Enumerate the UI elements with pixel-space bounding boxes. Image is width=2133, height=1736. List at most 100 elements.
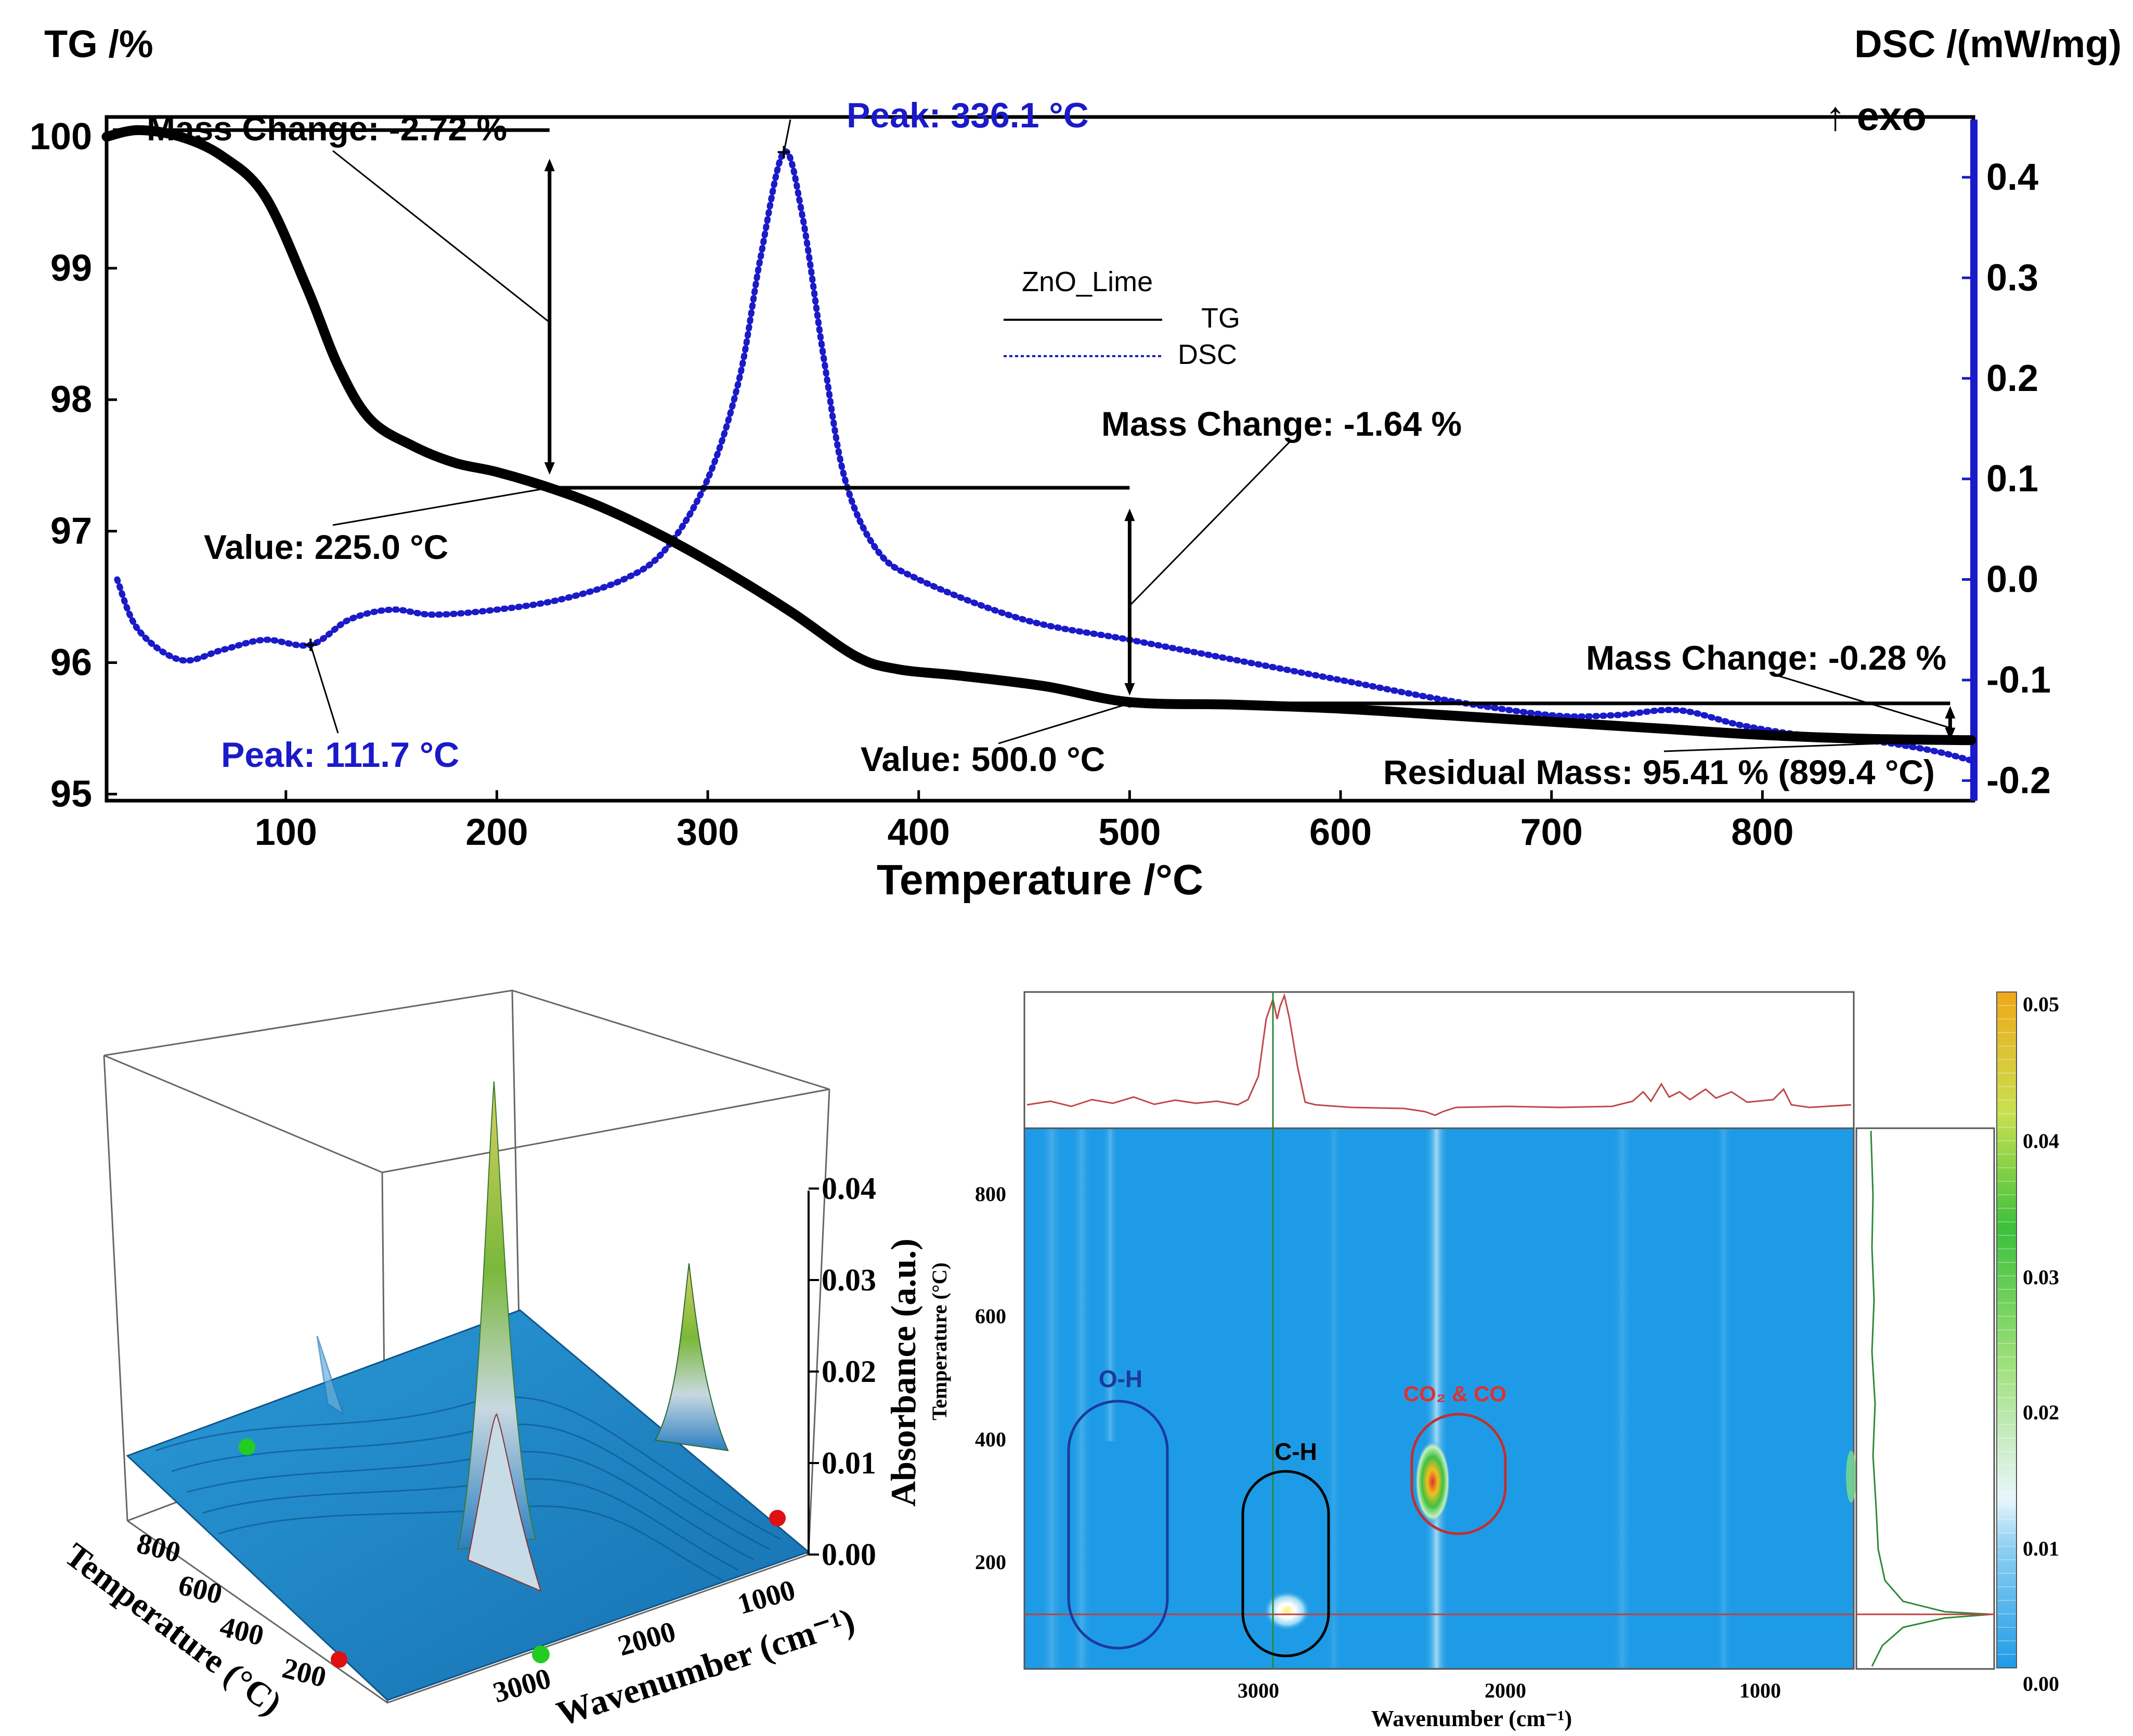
value-500-leader: [998, 702, 1130, 745]
residual-leader: [1663, 739, 1971, 752]
axis-marker-red-1: [769, 1510, 786, 1526]
mass-change-1-leader: [332, 150, 550, 323]
dsc-tick-label: -0.1: [1986, 659, 2051, 701]
colorbar-gridlines: [1998, 1005, 2015, 1655]
temp-tick-800: 800: [134, 1527, 184, 1569]
oh-region-label: O-H: [1099, 1365, 1142, 1392]
colorbar-ticks: 0.05 0.04 0.03 0.02 0.01 0.00: [2023, 993, 2059, 1695]
plot-frame: [105, 115, 1975, 803]
step1-arrow-head-top: [544, 159, 555, 172]
wn-tick-1000: 1000: [734, 1574, 799, 1621]
hm-x-axis-title: Wavenumber (cm⁻¹): [1371, 1706, 1572, 1731]
axis-marker-red-2: [331, 1651, 347, 1668]
axis-marker-green-2: [532, 1646, 550, 1663]
mass-change-2-leader: [1129, 441, 1291, 607]
value-225-label: Value: 225.0 °C: [204, 528, 448, 566]
tg-curve: [101, 125, 1976, 746]
cbar-tick-002: 0.02: [2023, 1401, 2059, 1424]
profile-panel: [1855, 1127, 1995, 1670]
legend-dsc-label: DSC: [1178, 339, 1237, 370]
peak-111-label: Peak: 111.7 °C: [221, 735, 459, 775]
value-500-label: Value: 500.0 °C: [861, 740, 1105, 778]
value-225-leader: [332, 487, 550, 526]
wn-tick-3000: 3000: [489, 1662, 554, 1709]
oh-region-ring: [1067, 1400, 1169, 1650]
surface-peak-co2: [654, 1263, 729, 1452]
step2-arrow-head-top: [1124, 508, 1135, 521]
tg-tick-label: 99: [50, 247, 92, 289]
temperature-tick-label: 800: [1731, 812, 1793, 853]
temp-tick-200: 200: [279, 1652, 330, 1693]
dsc-axis-title: DSC /(mW/mg): [1854, 22, 2122, 66]
hm-xtick-2000: 2000: [1485, 1679, 1526, 1702]
mass-change-3-label: Mass Change: -0.28 %: [1586, 638, 1946, 677]
ch-region-label: C-H: [1274, 1438, 1317, 1465]
x-axis-title: Temperature /°C: [877, 856, 1203, 904]
cbar-tick-001: 0.01: [2023, 1537, 2059, 1560]
tg-tick-label: 98: [50, 379, 92, 421]
dsc-curve: [114, 148, 1974, 764]
legend-tg-label: TG: [1201, 303, 1240, 334]
ch-region-ring: [1241, 1470, 1330, 1657]
z-tick-label: 0.04: [822, 1171, 876, 1206]
step3-arrow-head-bottom: [1945, 727, 1956, 740]
temperature-tick-label: 500: [1098, 812, 1161, 853]
spectrum-trace: [1026, 993, 1852, 1116]
temperature-tick-label: 600: [1309, 812, 1372, 853]
dsc-tick-label: 0.3: [1986, 257, 2038, 298]
peak-111-leader: [309, 644, 339, 734]
tg-tick-label: 96: [50, 642, 92, 683]
peak-336-label: Peak: 336.1 °C: [847, 96, 1089, 135]
peak-336-leader: [783, 119, 791, 152]
z-axis: 0.04 0.03 0.02 0.01 0.00 Absorbance (a.u.): [808, 1171, 923, 1572]
mass-change-3-leader: [1778, 675, 1950, 729]
step1-arrow-head-bottom: [544, 462, 555, 475]
dsc-axis-line: [1970, 120, 1978, 801]
temperature-tick-label: 100: [255, 812, 317, 853]
hotspot-ch: [1264, 1591, 1310, 1630]
cbar-tick-003: 0.03: [2023, 1265, 2059, 1289]
temp-tick-600: 600: [175, 1569, 226, 1610]
cbar-tick-004: 0.04: [2023, 1129, 2059, 1153]
z-tick-label: 0.01: [822, 1446, 876, 1480]
mass-change-2-label: Mass Change: -1.64 %: [1101, 404, 1462, 443]
temperature-tick-label: 200: [465, 812, 528, 853]
hm-ytick-600: 600: [975, 1304, 1006, 1328]
tg-tick-label: 100: [30, 116, 92, 158]
profile-trace: [1870, 1130, 1992, 1667]
co2-region-label: CO₂ & CO: [1403, 1381, 1506, 1406]
dsc-tick-label: -0.2: [1986, 760, 2051, 801]
heatmap-stripes: [1040, 1129, 1732, 1668]
spectrum-panel: [1023, 991, 1855, 1129]
hm-ytick-200: 200: [975, 1550, 1006, 1574]
temperature-ticks: 100 200 300 400 500 600 700 800: [255, 790, 1793, 853]
tg-tick-label: 97: [50, 511, 92, 552]
temperature-tick-label: 700: [1520, 812, 1583, 853]
heatmap-x-axis: 3000 2000 1000 Wavenumber (cm⁻¹): [1238, 1679, 1781, 1731]
tg-dsc-chart: TG /% DSC /(mW/mg) ↑ exo Temperature /°C…: [30, 22, 2122, 904]
ftir-heatmap: O-H C-H CO₂ & CO 800 600 400 200 Tempera…: [928, 991, 2059, 1731]
axis-marker-green-1: [239, 1439, 255, 1455]
temperature-tick-label: 400: [888, 812, 950, 853]
z-tick-label: 0.03: [822, 1263, 876, 1297]
legend-title: ZnO_Lime: [1022, 266, 1153, 297]
3d-ftir-surface: 0.04 0.03 0.02 0.01 0.00 Absorbance (a.u.) 8…: [58, 989, 923, 1733]
hotspot-co2: [1415, 1440, 1450, 1523]
dsc-ticks: 0.4 0.3 0.2 0.1 0.0 -0.1 -0.2: [1962, 156, 2051, 801]
temperature-tick-label: 300: [677, 812, 739, 853]
legend: ZnO_Lime TG DSC: [1004, 266, 1240, 370]
tg-tick-label: 95: [50, 773, 92, 815]
hotspot-edge: [1846, 1451, 1856, 1503]
wn-tick-2000: 2000: [614, 1615, 679, 1662]
co2-region-ring: [1410, 1413, 1507, 1535]
z-tick-label: 0.00: [822, 1537, 876, 1572]
tg-axis-title: TG /%: [44, 22, 153, 66]
dsc-tick-label: 0.2: [1986, 358, 2038, 399]
hm-y-axis-title: Temperature (°C): [928, 1262, 951, 1420]
cbar-tick-000: 0.00: [2023, 1672, 2059, 1695]
annotation-leader-lines: [309, 119, 1971, 752]
hm-ytick-400: 400: [975, 1428, 1006, 1451]
surface-peak-ch-tail: [467, 1413, 542, 1592]
z-tick-label: 0.02: [822, 1354, 876, 1389]
